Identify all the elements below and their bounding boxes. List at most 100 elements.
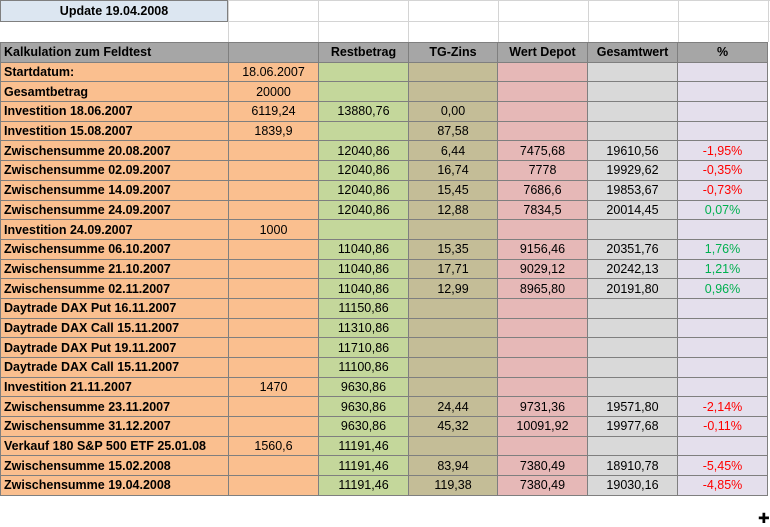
header-cell-wert-depot[interactable]: Wert Depot [497,42,588,63]
cell-wert-depot[interactable] [497,120,588,142]
cell-restbetrag[interactable]: 11040,86 [318,278,409,299]
cell-tg-zins[interactable]: 12,88 [408,199,498,221]
cell-label[interactable]: Zwischensumme 15.02.2008 [0,455,229,477]
cell-label[interactable]: Gesamtbetrag [0,81,229,103]
cell-percent[interactable] [677,81,768,103]
cell-label[interactable]: Investition 15.08.2007 [0,120,229,142]
cell-value[interactable] [228,455,319,477]
header-cell-gesamtwert[interactable]: Gesamtwert [587,42,678,63]
cell-value[interactable] [228,179,319,201]
cell-value[interactable] [228,160,319,181]
cell-value[interactable] [228,357,319,378]
cell-wert-depot[interactable]: 10091,92 [497,416,588,437]
cell-tg-zins[interactable]: 12,99 [408,278,498,299]
cell-label[interactable]: Daytrade DAX Put 16.11.2007 [0,297,229,319]
cell-tg-zins[interactable] [408,297,498,319]
cell-label[interactable]: Zwischensumme 19.04.2008 [0,475,229,496]
cell-wert-depot[interactable] [497,435,588,457]
cell-percent[interactable] [677,357,768,378]
cell-label[interactable]: Zwischensumme 20.08.2007 [0,140,229,162]
cell-tg-zins[interactable] [408,81,498,103]
cell-gesamtwert[interactable] [587,357,678,378]
cell-percent[interactable]: 1,76% [677,238,768,260]
cell-percent[interactable]: 1,21% [677,258,768,280]
cell-wert-depot[interactable]: 7834,5 [497,199,588,221]
cell-restbetrag[interactable] [318,81,409,103]
cell-gesamtwert[interactable] [587,297,678,319]
cell-value[interactable] [228,317,319,339]
cell-wert-depot[interactable] [497,317,588,339]
cell-value[interactable] [228,278,319,299]
cell-value[interactable] [228,396,319,418]
cell-percent[interactable]: -4,85% [677,475,768,496]
cell-percent[interactable] [677,376,768,398]
update-cell[interactable]: Update 19.04.2008 [0,0,228,22]
cell-percent[interactable] [677,317,768,339]
cell-tg-zins[interactable]: 87,58 [408,120,498,142]
cell-restbetrag[interactable]: 9630,86 [318,416,409,437]
cell-value[interactable] [228,238,319,260]
cell-restbetrag[interactable]: 12040,86 [318,179,409,201]
cell-label[interactable]: Zwischensumme 24.09.2007 [0,199,229,221]
cell-wert-depot[interactable] [497,337,588,358]
cell-wert-depot[interactable] [497,376,588,398]
cell-restbetrag[interactable]: 11040,86 [318,258,409,280]
cell-wert-depot[interactable] [497,357,588,378]
cell-label[interactable]: Zwischensumme 02.09.2007 [0,160,229,181]
cell-tg-zins[interactable]: 15,35 [408,238,498,260]
cell-restbetrag[interactable]: 11191,46 [318,475,409,496]
cell-tg-zins[interactable] [408,337,498,358]
cell-value[interactable]: 20000 [228,81,319,103]
cell-restbetrag[interactable]: 11310,86 [318,317,409,339]
cell-gesamtwert[interactable]: 19929,62 [587,160,678,181]
cell-label[interactable]: Investition 18.06.2007 [0,101,229,122]
cell-value[interactable]: 18.06.2007 [228,61,319,83]
cell-tg-zins[interactable]: 45,32 [408,416,498,437]
cell-restbetrag[interactable]: 12040,86 [318,199,409,221]
cell-tg-zins[interactable]: 6,44 [408,140,498,162]
cell-tg-zins[interactable] [408,357,498,378]
cell-wert-depot[interactable] [497,297,588,319]
cell-restbetrag[interactable]: 9630,86 [318,376,409,398]
cell-restbetrag[interactable]: 12040,86 [318,140,409,162]
cell-tg-zins[interactable]: 0,00 [408,101,498,122]
cell-percent[interactable] [677,219,768,240]
cell-wert-depot[interactable]: 7475,68 [497,140,588,162]
cell-tg-zins[interactable]: 15,45 [408,179,498,201]
header-cell-label[interactable]: Kalkulation zum Feldtest [0,42,229,63]
cell-restbetrag[interactable] [318,219,409,240]
cell-label[interactable]: Daytrade DAX Put 19.11.2007 [0,337,229,358]
cell-wert-depot[interactable] [497,61,588,83]
cell-gesamtwert[interactable] [587,337,678,358]
header-cell-tg-zins[interactable]: TG-Zins [408,42,498,63]
cell-percent[interactable]: -1,95% [677,140,768,162]
cell-wert-depot[interactable]: 7686,6 [497,179,588,201]
cell-tg-zins[interactable] [408,376,498,398]
cell-label[interactable]: Investition 24.09.2007 [0,219,229,240]
cell-percent[interactable] [677,297,768,319]
cell-restbetrag[interactable]: 13880,76 [318,101,409,122]
cell-percent[interactable] [677,337,768,358]
cell-label[interactable]: Zwischensumme 31.12.2007 [0,416,229,437]
cell-gesamtwert[interactable] [587,101,678,122]
cell-value[interactable] [228,199,319,221]
cell-percent[interactable] [677,101,768,122]
cell-gesamtwert[interactable]: 18910,78 [587,455,678,477]
cell-gesamtwert[interactable]: 19977,68 [587,416,678,437]
cell-restbetrag[interactable]: 11040,86 [318,238,409,260]
cell-restbetrag[interactable]: 12040,86 [318,160,409,181]
cell-percent[interactable] [677,61,768,83]
cell-gesamtwert[interactable]: 20351,76 [587,238,678,260]
cell-gesamtwert[interactable]: 19610,56 [587,140,678,162]
cell-value[interactable] [228,337,319,358]
cell-wert-depot[interactable]: 7380,49 [497,475,588,496]
cell-restbetrag[interactable]: 11710,86 [318,337,409,358]
cell-value[interactable]: 1560,6 [228,435,319,457]
cell-wert-depot[interactable]: 8965,80 [497,278,588,299]
cell-tg-zins[interactable] [408,317,498,339]
cell-gesamtwert[interactable]: 20242,13 [587,258,678,280]
cell-label[interactable]: Daytrade DAX Call 15.11.2007 [0,357,229,378]
cell-value[interactable] [228,140,319,162]
cell-gesamtwert[interactable]: 19030,16 [587,475,678,496]
cell-tg-zins[interactable] [408,435,498,457]
